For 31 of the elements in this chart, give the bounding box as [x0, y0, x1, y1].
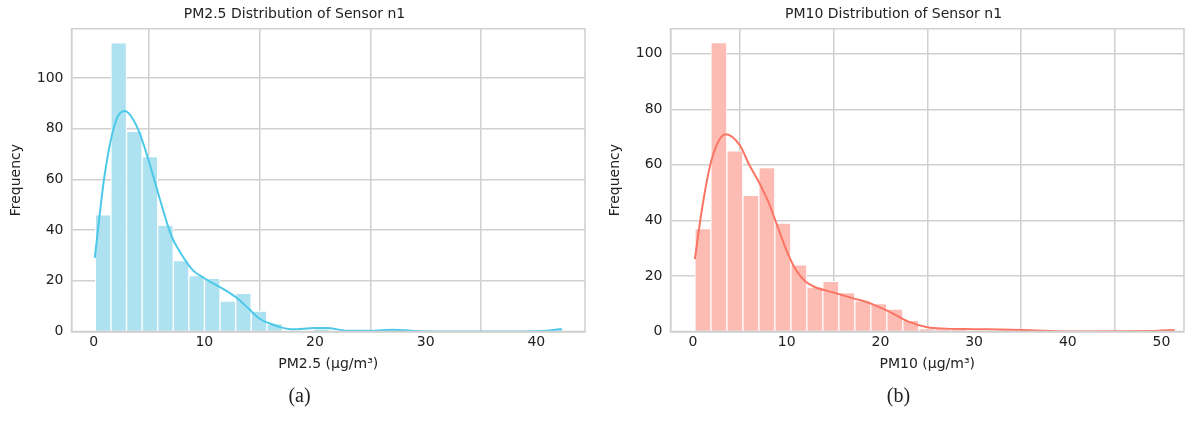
y-tick-label: 60 [644, 155, 663, 172]
x-tick-label: 30 [965, 333, 984, 350]
x-tick-label: 50 [1152, 333, 1171, 350]
y-tick-label: 80 [644, 99, 663, 116]
x-tick-label: 40 [527, 333, 546, 350]
x-axis-title: PM2.5 (µg/m³) [278, 355, 379, 372]
x-axis-title: PM10 (µg/m³) [879, 355, 975, 372]
y-tick-label: 60 [45, 170, 64, 187]
x-tick-label: 40 [1058, 333, 1077, 350]
x-tick-label: 30 [416, 333, 435, 350]
x-tick-label: 10 [777, 333, 796, 350]
chart-title: PM2.5 Distribution of Sensor n1 [183, 5, 406, 22]
y-tick-label: 20 [45, 271, 64, 288]
chart-title: PM10 Distribution of Sensor n1 [784, 5, 1003, 22]
y-tick-label: 100 [36, 68, 64, 85]
x-tick-label: 20 [871, 333, 890, 350]
x-tick-label: 10 [195, 333, 214, 350]
text: (b) [885, 384, 912, 407]
y-tick-label: 0 [54, 322, 64, 339]
x-tick-label: 0 [688, 333, 698, 350]
y-tick-label: 20 [644, 266, 663, 283]
y-tick-label: 100 [635, 44, 663, 61]
x-tick-label: 20 [306, 333, 324, 350]
y-tick-label: 40 [644, 210, 663, 227]
y-tick-label: 40 [45, 220, 64, 237]
text: (a) [287, 384, 312, 407]
x-tick-label: 0 [89, 333, 99, 350]
y-tick-label: 0 [653, 322, 663, 339]
y-tick-label: 80 [45, 119, 64, 136]
y-axis-title: Frequency [7, 143, 24, 217]
y-axis-title: Frequency [606, 143, 623, 217]
